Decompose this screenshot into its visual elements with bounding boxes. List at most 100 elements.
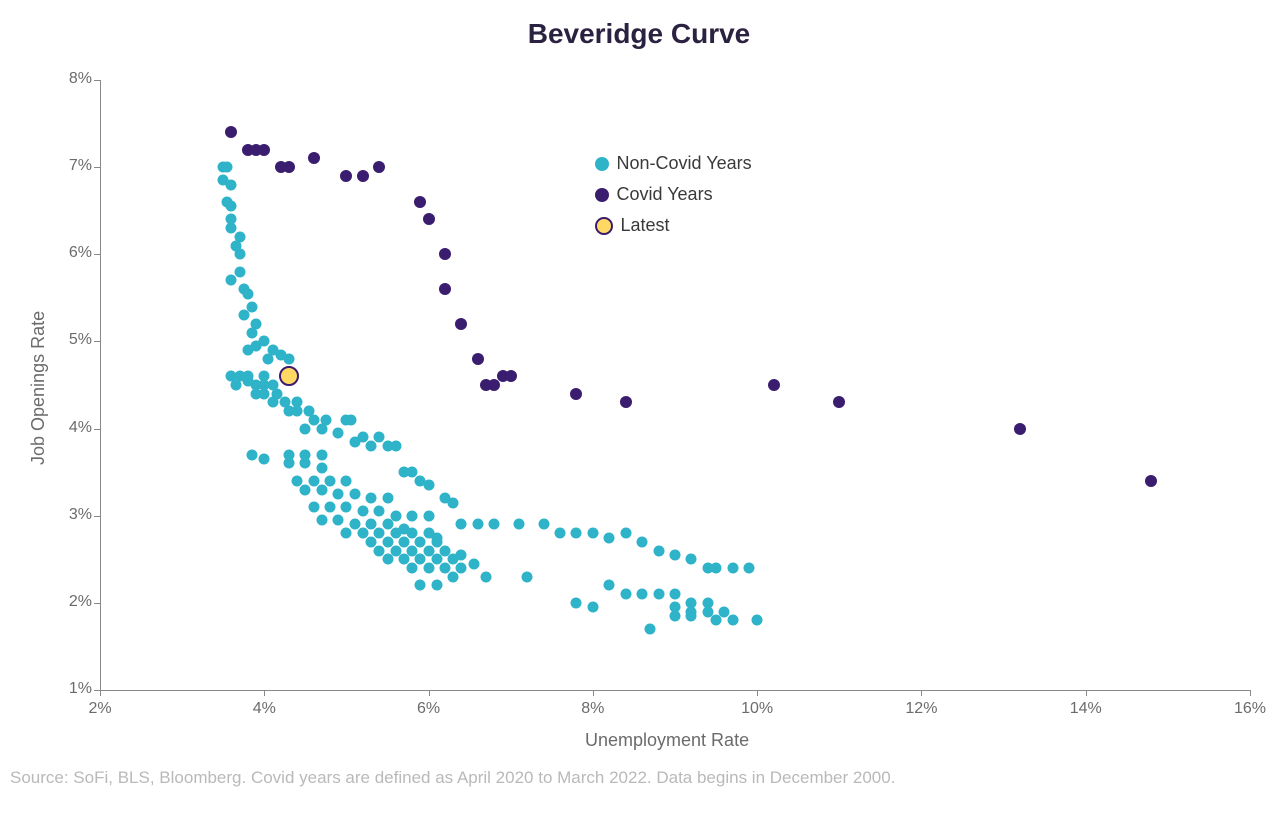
data-point [292,406,303,417]
data-point [333,515,344,526]
data-point [341,502,352,513]
x-tick-mark [429,690,430,696]
chart-title: Beveridge Curve [0,18,1278,50]
data-point [222,162,233,173]
y-tick-mark [94,167,100,168]
data-point [374,506,385,517]
data-point [456,563,467,574]
data-point [340,170,352,182]
y-tick-label: 6% [42,244,92,262]
y-tick-mark [94,254,100,255]
data-point [670,589,681,600]
data-point [325,502,336,513]
data-point [571,528,582,539]
data-point [620,528,631,539]
data-point [407,563,418,574]
data-point [246,301,257,312]
data-point [407,510,418,521]
data-point [390,441,401,452]
data-point [448,497,459,508]
data-point [366,493,377,504]
y-tick-label: 4% [42,419,92,437]
data-point [242,345,253,356]
x-tick-label: 14% [1056,700,1116,718]
data-point [259,454,270,465]
data-point [226,201,237,212]
data-point [242,288,253,299]
data-point [300,423,311,434]
x-tick-label: 6% [399,700,459,718]
legend-marker [595,188,609,202]
data-point [604,532,615,543]
data-point [513,519,524,530]
x-tick-mark [593,690,594,696]
data-point [472,353,484,365]
data-point [743,563,754,574]
data-point [686,610,697,621]
data-point [423,213,435,225]
data-point [300,458,311,469]
data-point [316,484,327,495]
data-point [341,528,352,539]
y-tick-mark [94,516,100,517]
data-point [455,318,467,330]
data-point [333,427,344,438]
data-point [522,571,533,582]
y-axis-line [100,80,101,690]
data-point [587,528,598,539]
y-tick-label: 7% [42,157,92,175]
data-point [366,441,377,452]
data-point [316,515,327,526]
data-point [357,506,368,517]
data-point [349,436,360,447]
data-point [238,310,249,321]
data-point [423,563,434,574]
data-point [414,196,426,208]
data-point [456,519,467,530]
data-point [1014,423,1026,435]
data-point [448,571,459,582]
x-tick-mark [757,690,758,696]
legend-item: Latest [595,215,752,236]
x-axis-title: Unemployment Rate [585,730,749,751]
data-point [645,624,656,635]
y-tick-mark [94,80,100,81]
data-point [345,414,356,425]
data-point [468,558,479,569]
data-point [604,580,615,591]
legend-label: Non-Covid Years [617,153,752,174]
data-point [246,449,257,460]
data-point [246,327,257,338]
data-point [349,488,360,499]
y-tick-label: 8% [42,70,92,88]
data-point [670,610,681,621]
data-point [727,563,738,574]
x-tick-label: 2% [70,700,130,718]
data-point [283,458,294,469]
legend-marker [595,217,613,235]
data-point [316,462,327,473]
legend-item: Non-Covid Years [595,153,752,174]
data-point [279,366,299,386]
x-axis-line [100,690,1250,691]
chart-container: Beveridge Curve Job Openings Rate Unempl… [0,0,1278,815]
source-note: Source: SoFi, BLS, Bloomberg. Covid year… [10,768,895,788]
data-point [415,580,426,591]
data-point [1145,475,1157,487]
data-point [489,519,500,530]
chart-legend: Non-Covid YearsCovid YearsLatest [595,153,752,246]
x-tick-mark [1250,690,1251,696]
x-tick-mark [1086,690,1087,696]
data-point [230,380,241,391]
y-tick-label: 2% [42,593,92,611]
x-tick-label: 10% [727,700,787,718]
y-tick-mark [94,429,100,430]
data-point [258,144,270,156]
data-point [711,615,722,626]
data-point [423,510,434,521]
x-tick-mark [921,690,922,696]
y-tick-mark [94,603,100,604]
data-point [226,179,237,190]
data-point [357,170,369,182]
data-point [373,161,385,173]
